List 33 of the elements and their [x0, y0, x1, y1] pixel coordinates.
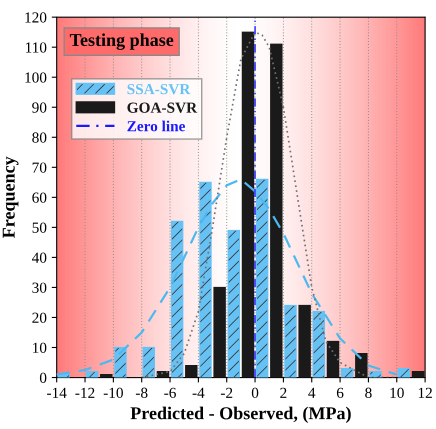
y-tick-label: 50: [32, 222, 46, 233]
y-tick-label: 10: [33, 342, 46, 353]
x-tick-label: -10: [104, 388, 123, 398]
x-tick-label: -8: [136, 388, 148, 398]
x-tick-label: -14: [47, 388, 67, 398]
y-tick-label: 120: [25, 12, 46, 23]
y-tick-label: 100: [25, 72, 46, 83]
x-tick-label: 8: [365, 388, 372, 398]
x-tick-label: -4: [192, 388, 205, 398]
y-tick-label: 110: [26, 42, 46, 53]
x-axis-title: Predicted - Observed, (MPa): [130, 406, 351, 424]
y-tick-label: 40: [32, 252, 46, 263]
x-tick-label: -2: [220, 388, 232, 398]
y-tick-label: 80: [32, 132, 46, 143]
y-tick-label: 20: [32, 312, 46, 323]
x-tick-label: 12: [418, 388, 432, 398]
x-tick-label: 2: [280, 388, 286, 398]
x-tick-label: 4: [308, 388, 316, 398]
annotation: Testing phase: [70, 33, 174, 50]
x-tick-label: -6: [164, 388, 176, 398]
x-tick-label: -12: [75, 388, 94, 398]
legend-label: SSA-SVR: [128, 84, 190, 94]
legend-label: GOA-SVR: [127, 102, 198, 113]
y-tick-label: 0: [40, 372, 46, 383]
x-tick-label: 0: [252, 388, 258, 398]
y-tick-label: 30: [32, 282, 46, 293]
y-tick-label: 70: [32, 162, 46, 173]
x-tick-label: 10: [390, 388, 404, 398]
x-tick-label: 6: [336, 388, 344, 398]
y-tick-label: 60: [32, 192, 46, 203]
y-tick-label: 90: [32, 102, 46, 113]
y-axis-title: Frequency: [2, 156, 18, 238]
ref-line-label: Zero line: [127, 120, 185, 132]
